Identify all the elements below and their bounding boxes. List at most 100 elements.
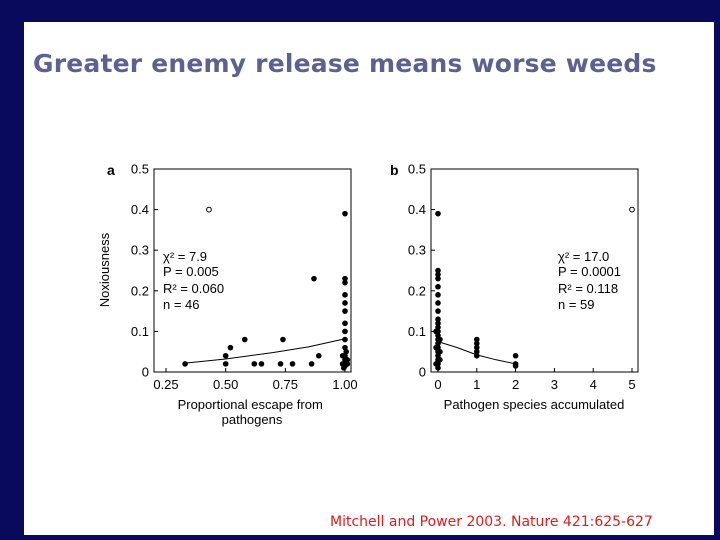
- data-point: [433, 328, 439, 335]
- data-point: [308, 361, 315, 367]
- data-point: [311, 275, 317, 282]
- data-point: [342, 363, 348, 369]
- stats-annotation: χ² = 7.9 P = 0.005 R² = 0.060 n = 46: [163, 249, 224, 312]
- fit-line: [185, 338, 346, 364]
- data-point: [280, 336, 286, 343]
- data-point: [435, 267, 441, 274]
- data-point: [339, 352, 346, 359]
- data-point: [241, 336, 248, 343]
- citation: Mitchell and Power 2003. Nature 421:625-…: [330, 514, 653, 530]
- data-point: [435, 275, 441, 282]
- panel-label: a: [107, 162, 115, 178]
- data-point: [435, 271, 441, 278]
- data-marks: [182, 206, 351, 371]
- data-point: [222, 352, 229, 359]
- stat-p: P = 0.0001: [558, 264, 621, 279]
- data-point: [227, 344, 234, 351]
- data-point: [437, 336, 443, 343]
- stat-r2: R² = 0.060: [163, 281, 224, 296]
- data-point: [435, 300, 441, 306]
- data-point: [342, 210, 348, 217]
- data-point: [258, 361, 265, 367]
- plot-frame: [153, 168, 352, 373]
- x-tick-label: 1: [473, 377, 480, 392]
- data-point: [474, 348, 480, 355]
- data-point: [343, 348, 349, 355]
- y-axis-ticks: 0 0.1 0.2 0.3 0.4 0.5: [131, 162, 158, 380]
- data-point: [433, 344, 439, 351]
- data-point: [342, 275, 348, 282]
- data-point: [474, 340, 480, 347]
- panel-b: b 0 0.1 0.2 0.3 0.4 0.5 0 1 2 3 4 5 Pathogen speci…: [390, 162, 639, 412]
- y-tick-label: 0.3: [131, 243, 149, 258]
- x-axis-label-line-1: Pathogen species accumulated: [444, 397, 625, 412]
- stat-p: P = 0.005: [163, 264, 219, 279]
- y-tick-label: 0.5: [131, 162, 149, 177]
- y-tick-label: 0.2: [408, 283, 426, 298]
- data-point: [182, 361, 188, 367]
- x-tick-label: 2: [512, 377, 519, 392]
- y-tick-label: 0.4: [408, 202, 426, 217]
- data-point: [433, 361, 439, 367]
- stat-chi2: χ² = 7.9: [163, 249, 207, 264]
- panel-a: a 0 0.1 0.2 0.3 0.4 0.5 0.25 0.50 0.75 1.00 Noxi…: [99, 162, 358, 427]
- x-axis-ticks: 0 1 2 3 4 5: [434, 368, 636, 392]
- x-axis-label: Pathogen species accumulated: [444, 397, 625, 412]
- data-point: [222, 361, 229, 367]
- figure: a 00.10.20.30.40.5 0.25 0.50 0.75 1.00 Noxi…: [99, 162, 639, 427]
- data-point: [474, 352, 480, 359]
- data-point: [342, 292, 348, 298]
- open-data-point: [629, 206, 635, 213]
- data-point: [437, 357, 443, 363]
- data-point: [342, 336, 348, 343]
- data-point: [342, 320, 348, 327]
- data-point: [435, 292, 441, 298]
- data-point: [435, 316, 441, 323]
- data-point: [342, 300, 348, 306]
- x-tick-label: 5: [628, 377, 635, 392]
- y-tick-label: 0: [142, 365, 149, 380]
- data-point: [474, 336, 480, 343]
- y-tick-label: 0.5: [408, 162, 426, 177]
- data-point: [251, 361, 258, 367]
- y-tick-label: 0.3: [408, 243, 426, 258]
- data-point: [512, 352, 519, 359]
- data-point: [435, 308, 441, 314]
- plot-frame: [430, 168, 639, 373]
- x-tick-label: 0.75: [273, 377, 298, 392]
- x-tick-label: 1.00: [332, 377, 357, 392]
- data-point: [512, 363, 519, 369]
- stat-chi2: χ² = 17.0: [558, 249, 609, 264]
- x-axis-ticks: 0.25 0.50 0.75 1.00: [153, 368, 358, 392]
- y-axis-ticks: 0 0.1 0.2 0.3 0.4 0.5: [408, 162, 435, 380]
- data-point: [289, 361, 296, 367]
- y-tick-label: 0.1: [408, 324, 426, 339]
- data-point: [474, 344, 480, 351]
- x-tick-label: 4: [590, 377, 597, 392]
- open-data-point: [206, 206, 212, 213]
- data-point: [435, 320, 441, 327]
- x-axis-label-line-1: Proportional escape from: [178, 397, 323, 412]
- data-point: [342, 308, 348, 314]
- data-point: [342, 279, 348, 286]
- x-tick-label: 3: [551, 377, 558, 392]
- x-axis-label-line-2: pathogens: [222, 412, 283, 427]
- data-point: [342, 328, 348, 335]
- panel-label: b: [390, 162, 399, 178]
- stat-r2: R² = 0.118: [558, 281, 618, 296]
- data-point: [435, 283, 441, 290]
- stat-n: n = 46: [163, 297, 200, 312]
- stats-annotation: χ² = 17.0 P = 0.0001 R² = 0.118 n = 59: [558, 249, 621, 312]
- x-tick-label: 0.25: [153, 377, 178, 392]
- x-tick-label: 0.50: [213, 377, 238, 392]
- slide-title: Greater enemy release means worse weeds: [33, 49, 657, 78]
- x-axis-label: Proportional escape from pathogens: [178, 397, 327, 427]
- data-point: [435, 210, 441, 217]
- data-point: [277, 361, 284, 367]
- y-tick-label: 0.4: [131, 202, 149, 217]
- stat-n: n = 59: [558, 297, 595, 312]
- data-point: [344, 357, 351, 363]
- y-tick-label: 0.1: [131, 324, 149, 339]
- y-tick-label: 0: [419, 365, 426, 380]
- slide: Greater enemy release means worse weeds …: [24, 22, 714, 535]
